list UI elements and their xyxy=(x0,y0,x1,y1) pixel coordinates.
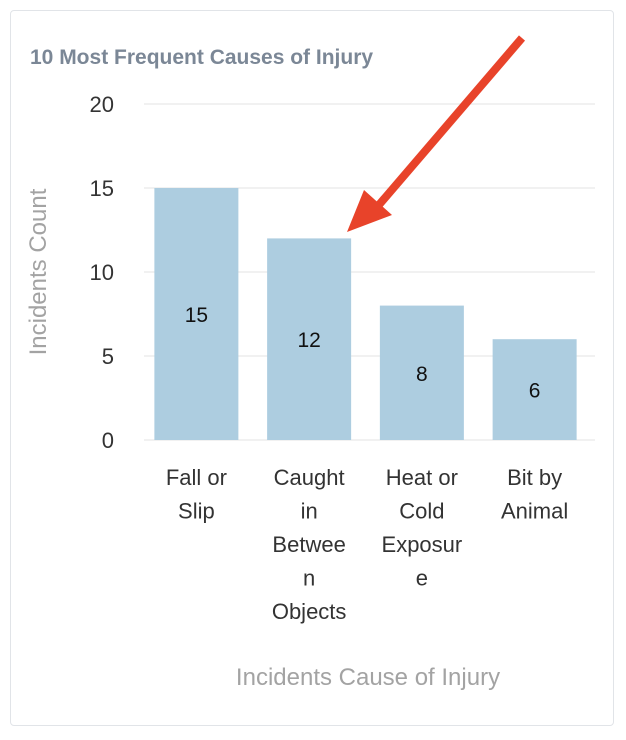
data-labels: 15 12 8 6 xyxy=(185,304,541,403)
y-tick-label: 0 xyxy=(102,428,114,453)
bar-value-label: 15 xyxy=(185,304,208,327)
bar xyxy=(154,188,239,440)
arrow-shaft xyxy=(374,35,526,209)
bar xyxy=(379,305,464,440)
y-tick-label: 10 xyxy=(90,260,114,285)
bar-value-label: 6 xyxy=(529,380,541,403)
y-tick-label: 5 xyxy=(102,344,114,369)
x-tick-labels: Fall or Slip Caught in Betwee n Objects Heat or… xyxy=(166,465,568,624)
x-axis-title: Incidents Cause of Injury xyxy=(236,664,500,691)
chart-title: 10 Most Frequent Causes of Injury xyxy=(30,46,374,69)
bars xyxy=(154,188,577,440)
y-axis-title: Incidents Count xyxy=(25,188,52,355)
bar xyxy=(267,238,352,440)
annotation-arrow xyxy=(347,35,526,232)
x-tick-label: Fall or Slip xyxy=(166,465,227,524)
bar xyxy=(492,339,577,440)
x-tick-label: Heat or Cold Exposur e xyxy=(382,465,463,591)
y-tick-labels: 0 5 10 15 20 xyxy=(90,92,114,453)
x-tick-label: Caught in Betwee n Objects xyxy=(272,465,347,624)
arrow-head xyxy=(347,190,392,232)
bar-value-label: 8 xyxy=(416,363,428,386)
bar-value-label: 12 xyxy=(297,329,320,352)
x-tick-label: Bit by Animal xyxy=(501,465,568,524)
y-tick-label: 15 xyxy=(90,176,114,201)
y-tick-label: 20 xyxy=(90,92,114,117)
